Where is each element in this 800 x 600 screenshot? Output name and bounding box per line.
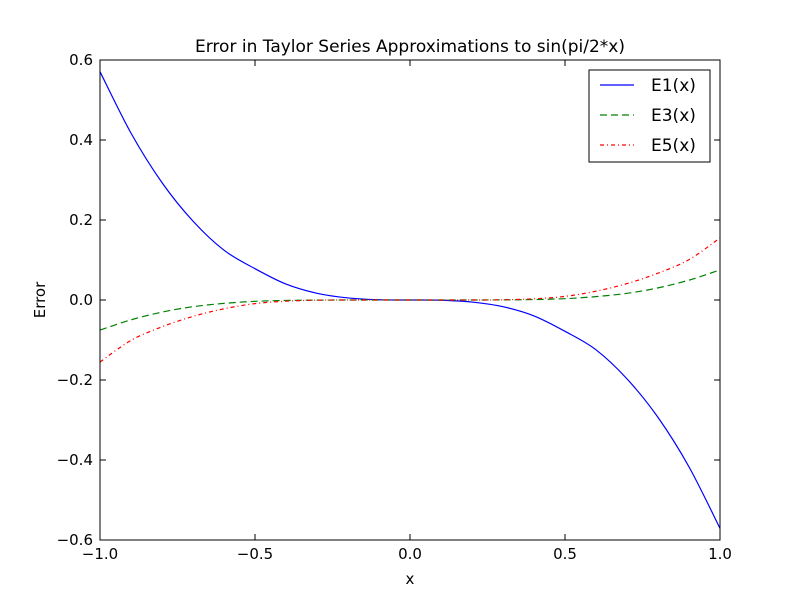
chart-title: Error in Taylor Series Approximations to…	[195, 37, 625, 57]
x-axis: −1.0 −0.5 0.0 0.5 1.0	[82, 60, 732, 563]
y-axis-label: Error	[31, 281, 49, 318]
series-layer	[99, 71, 721, 529]
series-line-3	[99, 237, 721, 363]
y-tick-label: 0.6	[69, 51, 93, 69]
x-tick-label: −0.5	[237, 545, 273, 563]
x-tick-label: 1.0	[708, 545, 732, 563]
legend-label-3: E5(x)	[651, 136, 696, 156]
y-tick-label: 0.4	[69, 131, 93, 149]
y-tick-label: −0.6	[57, 531, 93, 549]
y-tick-label: −0.2	[57, 371, 93, 389]
x-tick-label: −1.0	[82, 545, 118, 563]
legend-label-2: E3(x)	[651, 106, 696, 126]
x-tick-label: 0.5	[553, 545, 577, 563]
y-tick-label: 0.2	[69, 211, 93, 229]
x-tick-label: 0.0	[398, 545, 422, 563]
y-tick-label: −0.4	[57, 451, 93, 469]
y-axis: −0.6 −0.4 −0.2 0.0 0.2 0.4 0.6	[57, 51, 720, 549]
x-axis-label: x	[406, 570, 415, 588]
legend: E1(x) E3(x) E5(x)	[588, 69, 711, 163]
legend-label-1: E1(x)	[651, 76, 696, 96]
y-tick-label: 0.0	[69, 291, 93, 309]
